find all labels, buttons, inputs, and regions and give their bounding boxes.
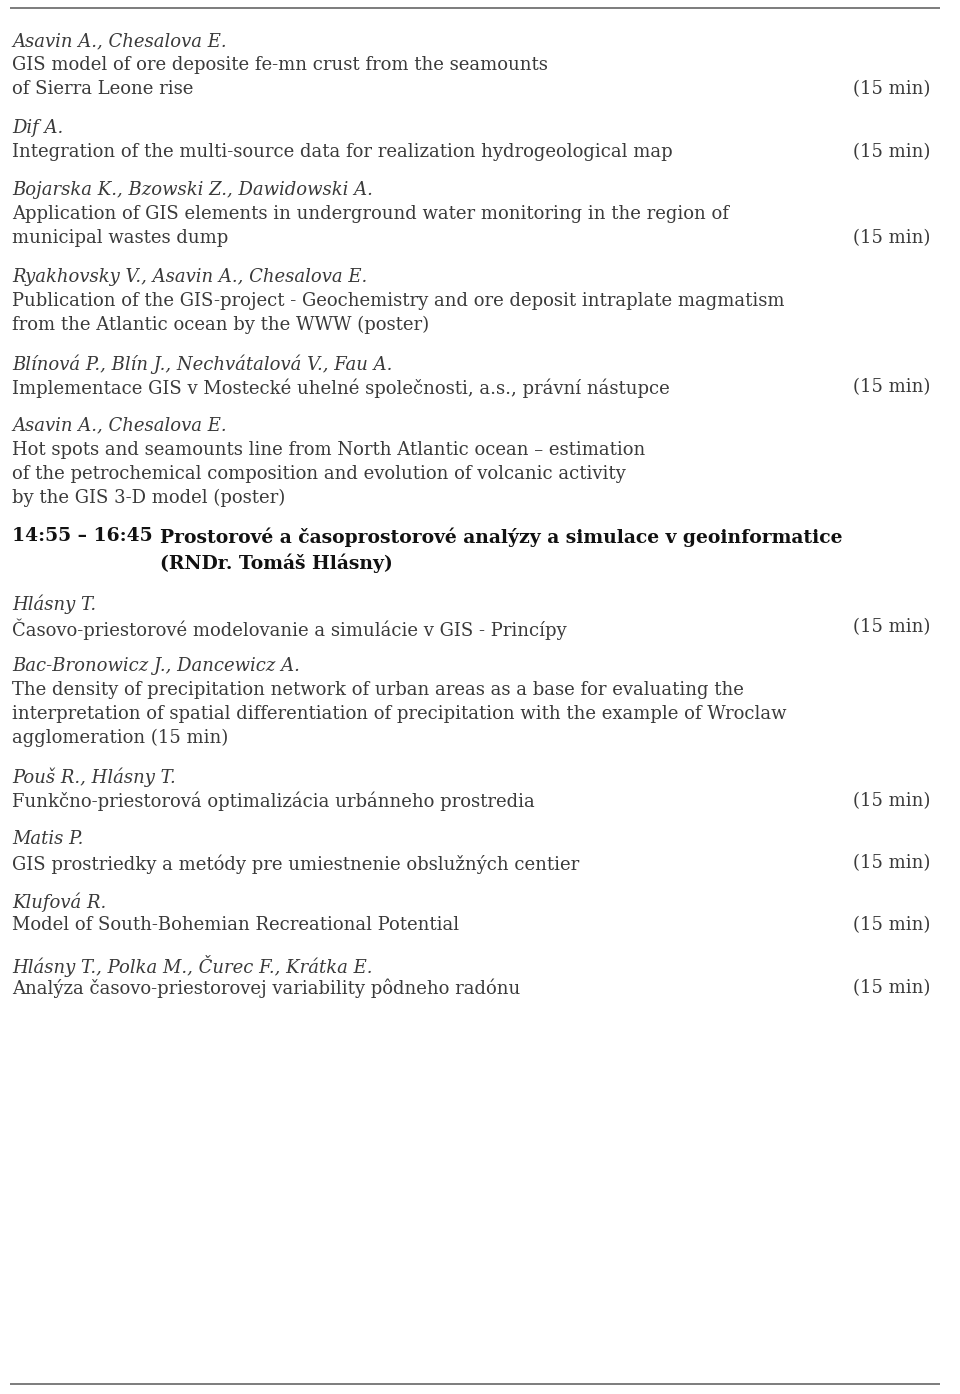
- Text: Dif A.: Dif A.: [12, 118, 63, 137]
- Text: Implementace GIS v Mostecké uhelné společnosti, a.s., právní nástupce: Implementace GIS v Mostecké uhelné spole…: [12, 378, 670, 397]
- Text: from the Atlantic ocean by the WWW (poster): from the Atlantic ocean by the WWW (post…: [12, 316, 429, 335]
- Text: Bac-Bronowicz J., Dancewicz A.: Bac-Bronowicz J., Dancewicz A.: [12, 657, 300, 675]
- Text: of Sierra Leone rise: of Sierra Leone rise: [12, 81, 193, 99]
- Text: Hlásny T., Polka M., Čurec F., Krátka E.: Hlásny T., Polka M., Čurec F., Krátka E.: [12, 955, 372, 977]
- Text: Model of South-Bohemian Recreational Potential: Model of South-Bohemian Recreational Pot…: [12, 916, 459, 934]
- Text: of the petrochemical composition and evolution of volcanic activity: of the petrochemical composition and evo…: [12, 466, 626, 482]
- Text: (15 min): (15 min): [852, 378, 930, 396]
- Text: (15 min): (15 min): [852, 230, 930, 247]
- Text: GIS model of ore deposite fe-mn crust from the seamounts: GIS model of ore deposite fe-mn crust fr…: [12, 56, 548, 74]
- Text: Pouš R., Hlásny T.: Pouš R., Hlásny T.: [12, 768, 176, 786]
- Text: Blínová P., Blín J., Nechvátalová V., Fau A.: Blínová P., Blín J., Nechvátalová V., Fa…: [12, 354, 393, 374]
- Text: municipal wastes dump: municipal wastes dump: [12, 230, 228, 247]
- Text: agglomeration (15 min): agglomeration (15 min): [12, 729, 228, 747]
- Text: (15 min): (15 min): [852, 142, 930, 160]
- Text: interpretation of spatial differentiation of precipitation with the example of W: interpretation of spatial differentiatio…: [12, 705, 786, 723]
- Text: The density of precipitation network of urban areas as a base for evaluating the: The density of precipitation network of …: [12, 680, 744, 698]
- Text: Matis P.: Matis P.: [12, 829, 84, 848]
- Text: (15 min): (15 min): [852, 855, 930, 873]
- Text: GIS prostriedky a metódy pre umiestnenie obslužných centier: GIS prostriedky a metódy pre umiestnenie…: [12, 855, 579, 874]
- Text: Bojarska K., Bzowski Z., Dawidowski A.: Bojarska K., Bzowski Z., Dawidowski A.: [12, 181, 372, 199]
- Text: (15 min): (15 min): [852, 792, 930, 810]
- Text: (RNDr. Tomáš Hlásny): (RNDr. Tomáš Hlásny): [160, 553, 393, 573]
- Text: (15 min): (15 min): [852, 619, 930, 637]
- Text: Klufová R.: Klufová R.: [12, 892, 107, 912]
- Text: Ryakhovsky V., Asavin A., Chesalova E.: Ryakhovsky V., Asavin A., Chesalova E.: [12, 268, 368, 286]
- Text: 14:55 – 16:45: 14:55 – 16:45: [12, 527, 153, 545]
- Text: Časovo-priestorové modelovanie a simulácie v GIS - Princípy: Časovo-priestorové modelovanie a simulác…: [12, 619, 566, 640]
- Text: Integration of the multi-source data for realization hydrogeological map: Integration of the multi-source data for…: [12, 142, 673, 160]
- Text: Application of GIS elements in underground water monitoring in the region of: Application of GIS elements in undergrou…: [12, 205, 729, 223]
- Text: by the GIS 3-D model (poster): by the GIS 3-D model (poster): [12, 489, 285, 507]
- Text: Hot spots and seamounts line from North Atlantic ocean – estimation: Hot spots and seamounts line from North …: [12, 441, 645, 459]
- Text: Asavin A., Chesalova E.: Asavin A., Chesalova E.: [12, 32, 227, 50]
- Text: Funkčno-priestorová optimalizácia urbánneho prostredia: Funkčno-priestorová optimalizácia urbánn…: [12, 792, 535, 811]
- Text: Analýza časovo-priestorovej variability pôdneho radónu: Analýza časovo-priestorovej variability …: [12, 979, 520, 998]
- Text: Hlásny T.: Hlásny T.: [12, 594, 96, 613]
- Text: (15 min): (15 min): [852, 916, 930, 934]
- Text: Prostorové a časoprostorové analýzy a simulace v geoinformatice: Prostorové a časoprostorové analýzy a si…: [160, 527, 843, 546]
- Text: (15 min): (15 min): [852, 81, 930, 99]
- Text: (15 min): (15 min): [852, 979, 930, 997]
- Text: Asavin A., Chesalova E.: Asavin A., Chesalova E.: [12, 417, 227, 435]
- Text: Publication of the GIS-project - Geochemistry and ore deposit intraplate magmati: Publication of the GIS-project - Geochem…: [12, 291, 784, 309]
